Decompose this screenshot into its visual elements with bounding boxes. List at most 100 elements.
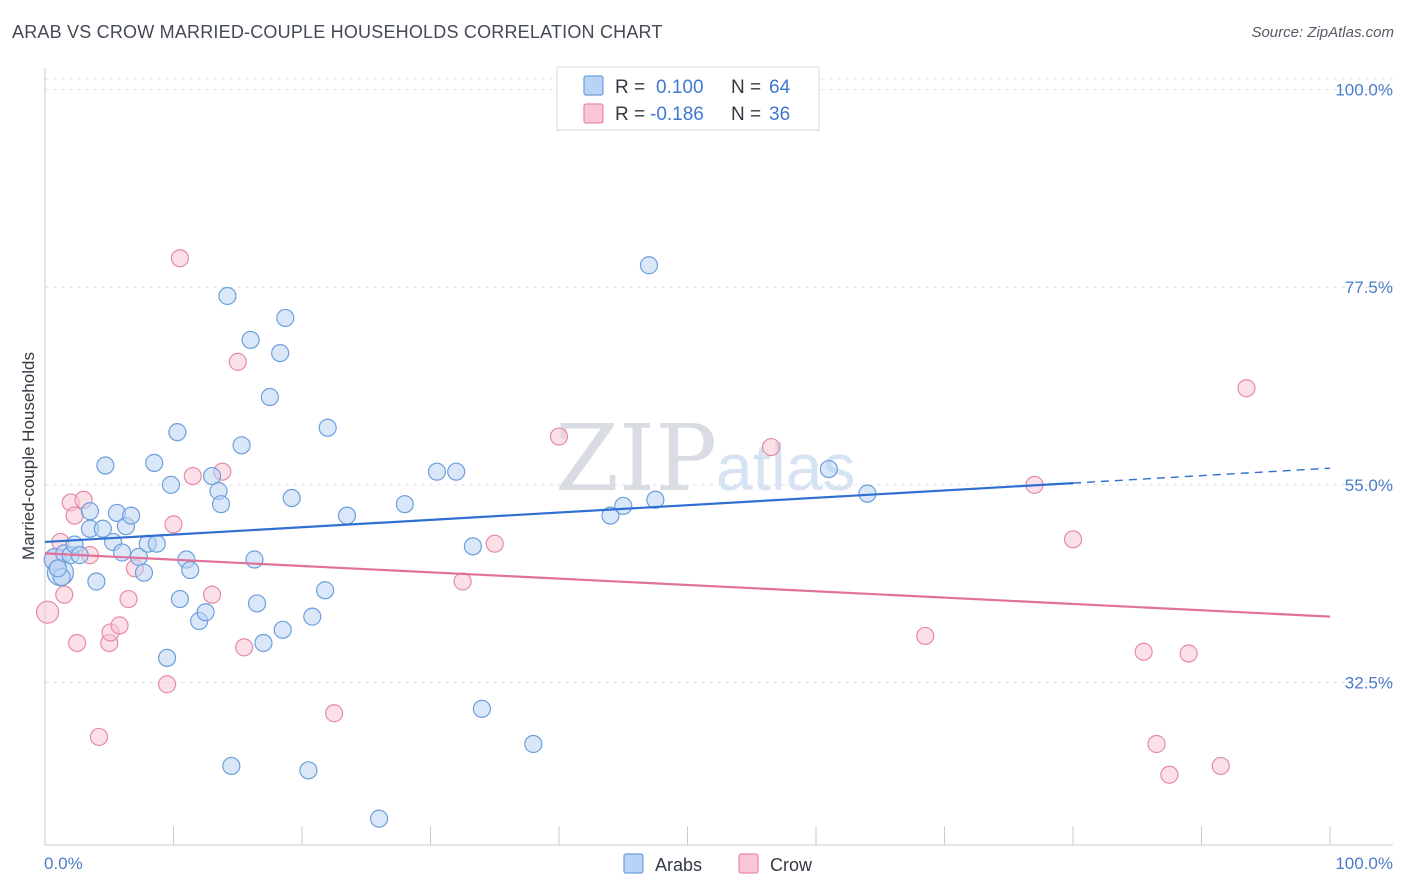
point-arabs bbox=[222, 756, 241, 776]
point-arabs bbox=[463, 537, 483, 556]
point-arabs bbox=[247, 594, 267, 613]
point-arabs bbox=[96, 456, 115, 475]
point-arabs bbox=[80, 502, 100, 521]
point-arabs bbox=[147, 534, 166, 553]
point-arabs bbox=[48, 559, 67, 578]
point-arabs bbox=[524, 734, 543, 754]
watermark: ZIP atlas bbox=[555, 405, 855, 512]
bottom-legend-label-crow: Crow bbox=[770, 855, 813, 875]
point-arabs bbox=[337, 506, 357, 525]
point-arabs bbox=[447, 462, 466, 481]
point-crow bbox=[65, 506, 84, 525]
point-crow bbox=[485, 534, 504, 553]
point-crow bbox=[170, 249, 190, 268]
legend-swatch-crow bbox=[583, 103, 604, 124]
trend-line-arabs bbox=[44, 481, 1074, 544]
point-crow bbox=[1134, 642, 1153, 661]
y-tick-label: 77.5% bbox=[1345, 278, 1393, 297]
legend-r-label-arabs: R = bbox=[615, 77, 645, 98]
grid-layer bbox=[45, 78, 1393, 683]
trend-layer bbox=[44, 467, 1331, 618]
point-arabs bbox=[282, 488, 301, 508]
point-arabs bbox=[218, 286, 237, 306]
y-tick-label: 32.5% bbox=[1345, 673, 1393, 692]
point-arabs bbox=[121, 506, 141, 525]
point-crow bbox=[183, 466, 202, 486]
point-crow bbox=[119, 589, 138, 609]
point-arabs bbox=[646, 490, 665, 509]
point-arabs bbox=[276, 308, 295, 328]
point-arabs bbox=[370, 809, 389, 828]
point-arabs bbox=[639, 256, 659, 275]
point-crow bbox=[89, 727, 109, 747]
point-arabs bbox=[87, 572, 106, 591]
point-crow bbox=[35, 600, 60, 624]
trend-line-crow bbox=[44, 552, 1331, 618]
point-crow bbox=[1147, 734, 1166, 754]
point-arabs bbox=[241, 330, 260, 350]
point-arabs bbox=[181, 560, 200, 580]
point-arabs bbox=[161, 475, 181, 494]
point-arabs bbox=[170, 589, 190, 609]
legend-n-label-crow: N = bbox=[731, 104, 761, 125]
point-arabs bbox=[196, 603, 215, 622]
point-arabs bbox=[168, 423, 187, 442]
point-arabs bbox=[273, 620, 292, 639]
point-arabs bbox=[232, 436, 251, 455]
points-layer bbox=[35, 249, 1256, 828]
point-crow bbox=[68, 633, 87, 653]
bottom-legend-swatch-arabs bbox=[623, 853, 644, 874]
point-crow bbox=[1179, 644, 1198, 663]
point-crow bbox=[453, 572, 472, 591]
point-arabs bbox=[134, 563, 154, 582]
point-arabs bbox=[303, 607, 322, 626]
point-crow bbox=[916, 626, 935, 646]
point-crow bbox=[1160, 765, 1179, 784]
x-tick-label-min: 0.0% bbox=[44, 854, 83, 873]
point-crow bbox=[1063, 530, 1083, 549]
point-arabs bbox=[299, 761, 318, 780]
point-crow bbox=[55, 585, 74, 604]
point-crow bbox=[228, 352, 247, 371]
point-arabs bbox=[254, 633, 273, 653]
legend-r-value-arabs: 0.100 bbox=[656, 77, 704, 98]
axes-layer bbox=[44, 68, 1393, 846]
point-arabs bbox=[614, 496, 633, 516]
point-crow bbox=[235, 638, 254, 657]
x-tick-label-max: 100.0% bbox=[1335, 854, 1393, 873]
trend-line-extension-arabs bbox=[1072, 467, 1331, 484]
y-tick-label: 100.0% bbox=[1335, 81, 1393, 100]
point-arabs bbox=[316, 581, 335, 600]
point-arabs bbox=[260, 387, 279, 407]
y-tick-label: 55.0% bbox=[1345, 476, 1393, 495]
point-arabs bbox=[427, 462, 447, 481]
bottom-legend-label-arabs: Arabs bbox=[655, 855, 702, 875]
point-crow bbox=[761, 437, 781, 457]
bottom-legend-swatch-crow bbox=[738, 853, 759, 874]
legend-n-value-crow: 36 bbox=[769, 104, 790, 125]
point-arabs bbox=[472, 699, 491, 718]
point-crow bbox=[164, 515, 183, 534]
legend-n-label-arabs: N = bbox=[731, 77, 761, 98]
point-crow bbox=[325, 704, 344, 723]
legend-swatch-arabs bbox=[583, 75, 604, 96]
point-arabs bbox=[245, 550, 264, 569]
watermark-zip: ZIP bbox=[555, 405, 717, 512]
point-crow bbox=[157, 675, 177, 694]
tick-label-layer: 100.0% 77.5% 55.0% 32.5% 0.0% 100.0% bbox=[44, 81, 1393, 873]
chart-title: ARAB VS CROW MARRIED-COUPLE HOUSEHOLDS C… bbox=[12, 22, 663, 42]
point-arabs bbox=[157, 648, 177, 667]
legend-r-value-crow: -0.186 bbox=[650, 104, 704, 125]
point-crow bbox=[549, 427, 569, 446]
point-crow bbox=[1211, 756, 1230, 776]
legend-n-value-arabs: 64 bbox=[769, 77, 791, 98]
point-crow bbox=[202, 585, 222, 604]
point-crow bbox=[110, 616, 129, 635]
point-arabs bbox=[271, 343, 290, 363]
point-arabs bbox=[318, 418, 337, 437]
point-arabs bbox=[819, 459, 838, 479]
point-arabs bbox=[601, 506, 620, 525]
chart-source: Source: ZipAtlas.com bbox=[1251, 24, 1394, 41]
bottom-legend: Arabs Crow bbox=[623, 853, 813, 875]
